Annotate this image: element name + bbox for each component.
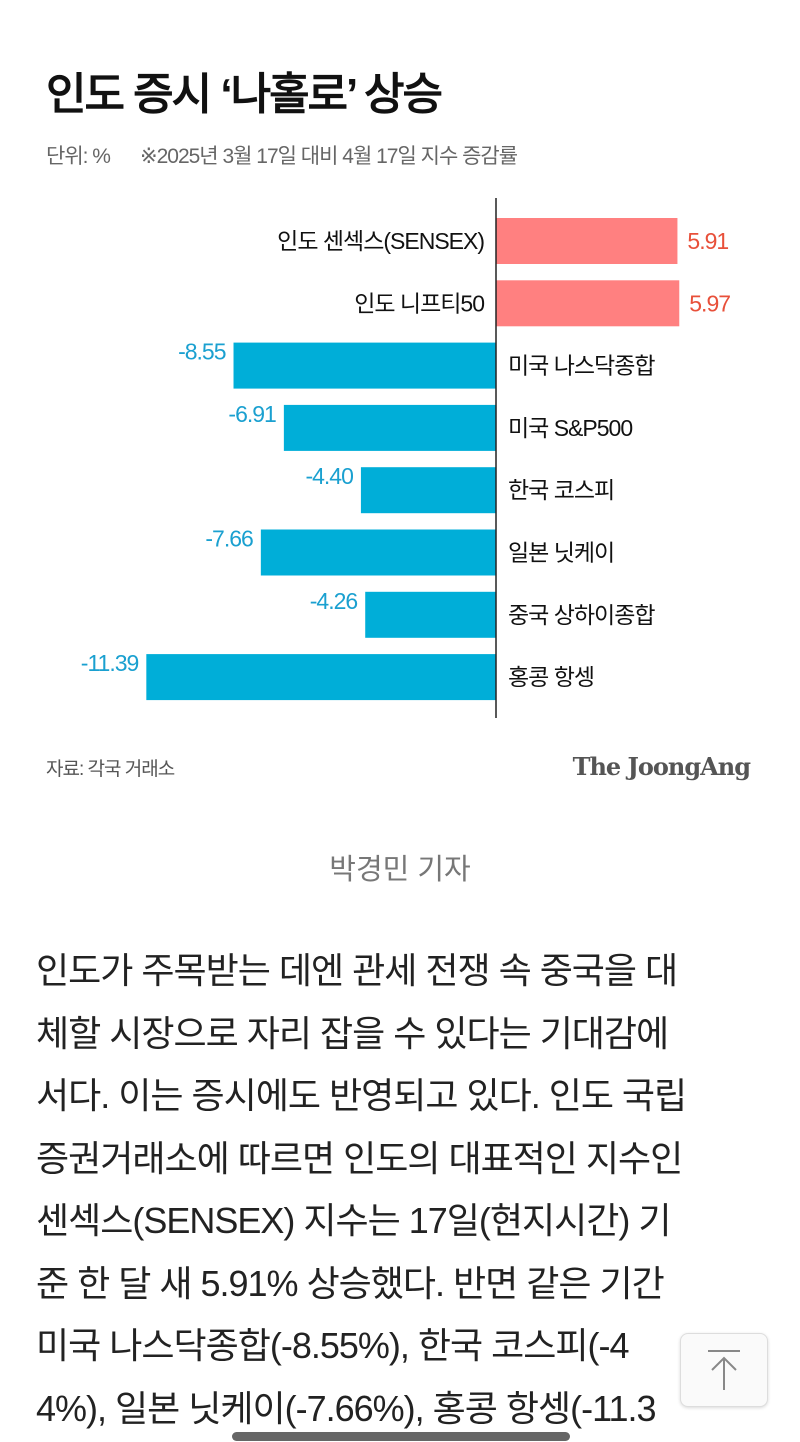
- byline: 박경민 기자: [329, 854, 471, 886]
- category-label: 중국 상하이종합: [508, 602, 655, 628]
- bar: [496, 218, 678, 264]
- category-label: 홍콩 항셍: [508, 664, 594, 690]
- bar: [146, 654, 496, 701]
- value-label: -4.40: [305, 463, 353, 489]
- bar: [365, 591, 496, 638]
- unit-label: 단위: %: [46, 145, 111, 168]
- body-line: 준 한 달 새 5.91% 상승했다. 반면 같은 기간: [36, 1262, 665, 1304]
- value-label: -6.91: [228, 401, 276, 427]
- category-label: 한국 코스피: [508, 477, 614, 503]
- joongang-logo: The JoongAng: [572, 752, 751, 781]
- body-line: 증권거래소에 따르면 인도의 대표적인 지수인: [36, 1137, 683, 1179]
- category-label: 미국 S&P500: [508, 415, 632, 441]
- bar: [496, 280, 680, 327]
- category-label: 미국 나스닥종합: [508, 353, 655, 379]
- bar: [233, 342, 496, 389]
- chart-note: ※2025년 3월 17일 대비 4월 17일 지수 증감률: [139, 145, 518, 168]
- chart-title: 인도 증시 ‘나홀로’ 상승: [46, 70, 443, 119]
- bar: [260, 529, 496, 576]
- chart-subtitle: 단위: % ※2025년 3월 17일 대비 4월 17일 지수 증감률: [46, 140, 547, 170]
- home-indicator[interactable]: [232, 1432, 570, 1441]
- value-label: -8.55: [178, 339, 226, 365]
- bar-chart: 인도 센섹스(SENSEX) 5.91 인도 니프티50 5.97 미국 나스닥종합 -8…: [81, 198, 731, 718]
- bar: [283, 404, 496, 451]
- body-line: 4%), 일본 닛케이(-7.66%), 홍콩 항셍(-11.3: [36, 1387, 657, 1429]
- bar: [360, 467, 496, 514]
- category-label: 인도 니프티50: [354, 290, 484, 316]
- source-label: 자료: 각국 거래소: [46, 759, 175, 780]
- value-label: -11.39: [81, 650, 139, 676]
- value-label: -4.26: [310, 588, 358, 614]
- body-line: 체할 시장으로 자리 잡을 수 있다는 기대감에: [36, 1012, 669, 1054]
- scroll-to-top-button[interactable]: [680, 1333, 768, 1407]
- category-label: 일본 닛케이: [508, 540, 614, 566]
- body-line: 미국 나스닥종합(-8.55%), 한국 코스피(-4: [36, 1325, 630, 1366]
- body-line: 인도가 주목받는 데엔 관세 전쟁 속 중국을 대: [36, 950, 678, 991]
- arrow-up-to-top-icon: [708, 1350, 740, 1390]
- category-label: 인도 센섹스(SENSEX): [277, 228, 484, 254]
- value-label: 5.91: [687, 228, 728, 254]
- value-label: 5.97: [689, 290, 730, 316]
- body-line: 서다. 이는 증시에도 반영되고 있다. 인도 국립: [36, 1075, 687, 1116]
- value-label: -7.66: [205, 526, 253, 552]
- body-line: 센섹스(SENSEX) 지수는 17일(현지시간) 기: [36, 1200, 672, 1241]
